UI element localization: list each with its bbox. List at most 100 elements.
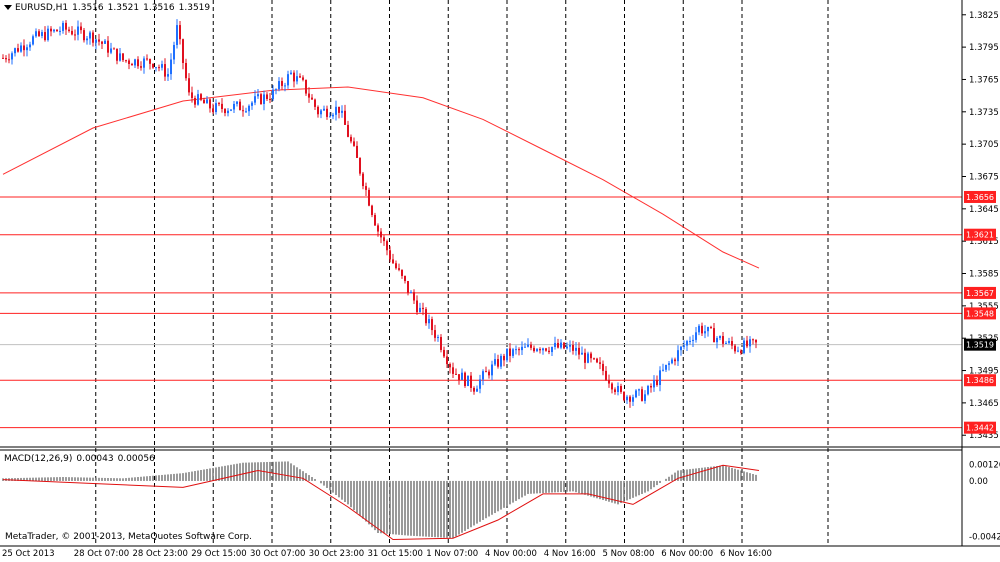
candle-body: [491, 364, 493, 376]
candle-body: [272, 89, 274, 100]
candle-body: [173, 44, 175, 60]
candle-body: [554, 342, 556, 347]
candle-body: [461, 372, 463, 380]
candle-body: [560, 342, 562, 348]
price-tick-label: 1.3735: [969, 108, 999, 118]
candle-body: [656, 380, 658, 386]
candle-body: [512, 349, 514, 356]
candle-body: [14, 48, 16, 54]
candle-body: [632, 397, 634, 402]
candle-body: [386, 241, 388, 251]
candle-body: [32, 36, 34, 45]
candle-body: [59, 30, 61, 32]
candle-body: [572, 344, 574, 351]
candle-body: [506, 348, 508, 361]
candle-body: [425, 309, 427, 324]
candle-body: [110, 48, 112, 53]
candle-body: [209, 99, 211, 109]
price-tick-label: 1.3795: [969, 43, 999, 53]
candle-body: [539, 349, 541, 351]
candle-body: [149, 58, 151, 64]
candle-body: [62, 22, 64, 31]
candle-body: [233, 103, 235, 110]
candle-body: [725, 342, 727, 344]
candle-body: [377, 225, 379, 232]
candle-body: [275, 89, 277, 91]
candle-body: [599, 362, 601, 364]
candle-body: [674, 359, 676, 362]
candle-body: [80, 26, 82, 31]
level-price-tag: [964, 374, 996, 387]
candle-body: [383, 237, 385, 242]
candle-body: [335, 106, 337, 115]
candle-body: [176, 25, 178, 45]
candle-body: [359, 157, 361, 174]
candle-body: [65, 22, 67, 30]
open-value: 1.3516: [72, 3, 104, 13]
high-value: 1.3521: [107, 3, 140, 13]
candle-body: [299, 76, 301, 78]
candle-body: [701, 325, 703, 334]
candle-body: [293, 72, 295, 82]
candle-body: [215, 103, 217, 113]
candle-body: [437, 337, 439, 339]
candle-body: [695, 332, 697, 340]
macd-main-value: 0.00043: [76, 454, 114, 464]
candle-body: [188, 78, 190, 93]
candle-body: [308, 93, 310, 98]
level-price-tag: [964, 190, 996, 203]
candle-body: [731, 341, 733, 346]
candle-body: [143, 58, 145, 68]
price-tick-label: 1.3825: [969, 11, 999, 21]
candle-body: [98, 39, 100, 42]
candle-body: [479, 379, 481, 389]
candle-body: [671, 359, 673, 364]
candle-body: [446, 356, 448, 365]
candle-body: [650, 386, 652, 388]
candle-body: [266, 94, 268, 99]
macd-signal-value: 0.00056: [117, 454, 155, 464]
candles-layer: [2, 19, 757, 408]
candle-body: [677, 350, 679, 362]
price-tick-label: 1.3585: [969, 270, 999, 280]
candle-body: [608, 379, 610, 384]
candle-body: [470, 375, 472, 388]
candle-body: [128, 60, 130, 64]
price-tick-label: 1.3465: [969, 399, 999, 409]
candle-body: [617, 386, 619, 392]
level-price-label: 1.3656: [966, 193, 994, 202]
candle-body: [644, 394, 646, 401]
candle-body: [365, 186, 367, 190]
candle-body: [743, 340, 745, 354]
grid-layer: [95, 0, 829, 546]
candle-body: [341, 110, 343, 113]
candle-body: [71, 30, 73, 35]
candle-body: [626, 396, 628, 401]
candle-body: [194, 97, 196, 105]
candle-body: [338, 106, 340, 113]
candle-body: [170, 59, 172, 75]
candle-body: [107, 40, 109, 53]
candle-body: [26, 47, 28, 51]
candle-body: [284, 85, 286, 87]
candle-body: [23, 45, 25, 51]
dropdown-triangle-icon[interactable]: [4, 5, 12, 10]
macd-tick-label: -0.00428: [969, 533, 1000, 543]
candle-body: [245, 111, 247, 113]
candle-body: [137, 59, 139, 67]
candle-body: [35, 31, 37, 37]
candle-body: [488, 371, 490, 376]
candle-body: [536, 349, 538, 352]
candle-body: [83, 30, 85, 41]
candle-body: [356, 145, 358, 158]
price-tick-label: 1.3435: [969, 431, 999, 441]
price-tick-label: 1.3555: [969, 302, 999, 312]
candle-body: [578, 347, 580, 355]
candle-body: [455, 373, 457, 375]
candle-body: [713, 328, 715, 343]
candle-body: [92, 32, 94, 43]
level-price-label: 1.3567: [966, 289, 994, 298]
level-price-tag: [964, 228, 996, 241]
macd-label: MACD(12,26,9): [4, 454, 73, 464]
